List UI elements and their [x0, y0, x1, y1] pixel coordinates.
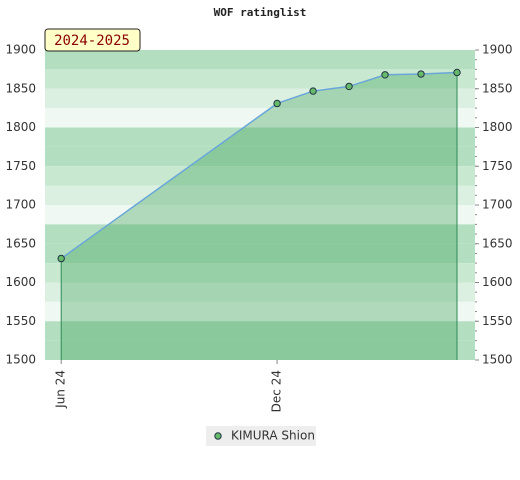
- y-tick-label: 1500: [5, 353, 36, 367]
- annotation-box: [44, 28, 141, 52]
- y2-tick-label: 1650: [482, 236, 513, 250]
- band: [45, 166, 475, 186]
- y2-tick-label: 1550: [482, 314, 513, 328]
- y2-tick-label: 1850: [482, 81, 513, 95]
- background-bands: [45, 50, 475, 360]
- point: [417, 70, 425, 78]
- x-tick-label: Jun 24: [54, 370, 68, 409]
- band: [45, 205, 475, 225]
- point: [273, 99, 281, 108]
- band: [45, 224, 475, 244]
- y-tick-label: 1850: [5, 81, 36, 95]
- annotation: 2024-2025: [54, 33, 130, 49]
- legend-box: [206, 426, 316, 446]
- y2-tick-label: 1800: [482, 120, 513, 134]
- band: [45, 282, 475, 302]
- point: [453, 68, 461, 77]
- band: [45, 88, 475, 109]
- band: [45, 263, 475, 283]
- legend-marker: [214, 432, 222, 440]
- x-tick-label: Dec 24: [270, 370, 284, 412]
- plot: [57, 68, 461, 360]
- band: [45, 340, 475, 360]
- band: [45, 69, 475, 89]
- y2-tick-label: 1500: [482, 353, 513, 367]
- band: [45, 146, 475, 167]
- y2-tick-label: 1600: [482, 275, 513, 289]
- y-tick-label: 1800: [5, 120, 36, 134]
- point: [57, 254, 65, 263]
- legend-label: KIMURA Shion: [231, 429, 315, 443]
- band: [45, 301, 475, 322]
- y-tick-label: 1600: [5, 275, 36, 289]
- band: [45, 50, 475, 70]
- band: [45, 127, 475, 147]
- y2-tick-label: 1750: [482, 159, 513, 173]
- y-tick-label: 1550: [5, 314, 36, 328]
- band: [45, 185, 475, 205]
- y2-tick-label: 1700: [482, 198, 513, 212]
- y-tick-label: 1750: [5, 159, 36, 173]
- area: [61, 72, 458, 360]
- y2-tick-label: 1900: [482, 43, 513, 57]
- point: [309, 87, 317, 95]
- point: [381, 71, 389, 79]
- band: [45, 321, 475, 341]
- band: [45, 243, 475, 264]
- chart-title: WOF ratinglist: [214, 6, 307, 19]
- y-tick-label: 1900: [5, 43, 36, 57]
- band: [45, 108, 475, 128]
- point: [345, 82, 353, 91]
- y-tick-label: 1650: [5, 236, 36, 250]
- y-tick-label: 1700: [5, 198, 36, 212]
